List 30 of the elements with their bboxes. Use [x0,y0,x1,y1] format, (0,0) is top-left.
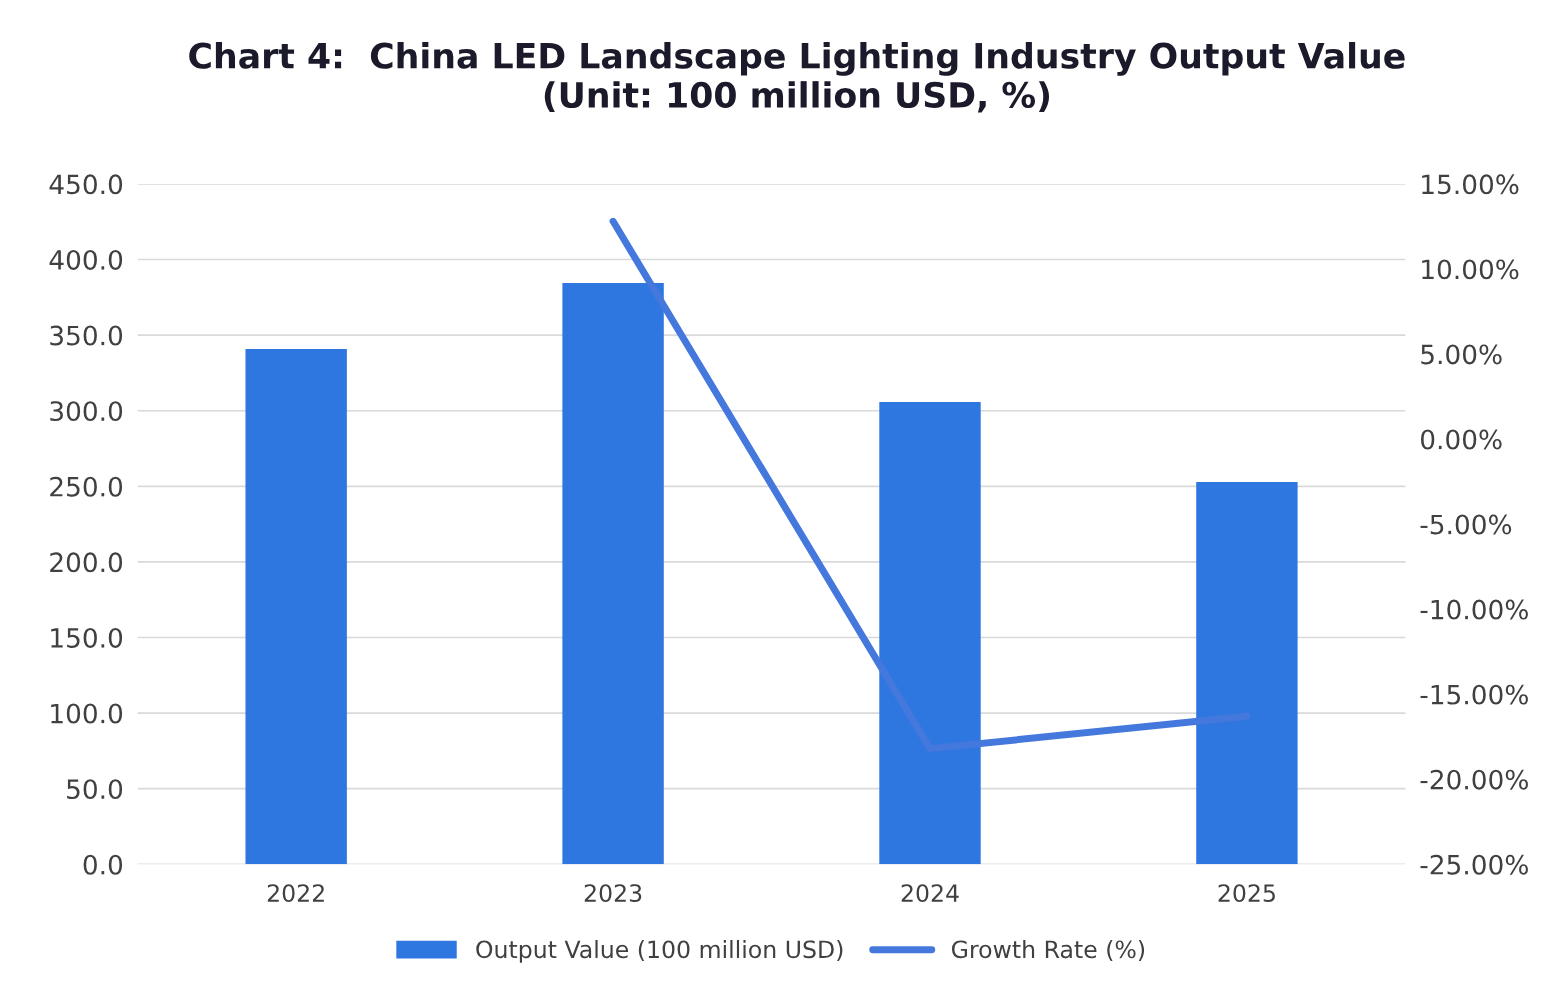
y2-tick-label: -25.00% [1420,854,1528,875]
x-tick-label: 2023 [584,884,642,903]
y-tick-label: 250.0 [50,476,123,497]
y2-tick-label: -20.00% [1420,769,1528,790]
y-tick-label: 350.0 [50,325,123,346]
y-tick-label: 400.0 [49,249,123,270]
y2-tick-label: 0.00% [1421,429,1502,450]
bar [562,282,664,865]
y2-tick-label: 15.00% [1422,174,1519,195]
y-tick-label: 150.0 [51,627,123,648]
y2-tick-label: 10.00% [1422,259,1519,280]
y-tick-label: 0.0 [83,854,123,875]
bar [245,349,347,865]
x-tick-label: 2025 [1218,884,1275,903]
y2-tick-label: -10.00% [1420,599,1528,620]
y-tick-label: 200.0 [50,552,123,573]
x-tick-label: 2022 [267,884,324,903]
legend-label: Output Value (100 million USD) [476,939,843,963]
y-tick-label: 50.0 [67,779,123,800]
chart-title: Chart 4: China LED Landscape Lighting Industry Output Value (Unit: 100 million USD, %) [189,41,1405,113]
x-tick-label: 2024 [901,884,959,903]
y2-tick-label: 5.00% [1421,344,1502,365]
bar [1196,482,1298,865]
legend-label: Growth Rate (%) [951,939,1145,962]
y-tick-label: 100.0 [51,703,123,724]
y2-tick-label: -15.00% [1420,684,1528,705]
y-tick-label: 450.0 [49,174,123,195]
y2-tick-label: -5.00% [1420,514,1512,535]
bar [879,402,981,865]
y-tick-label: 300.0 [50,401,123,422]
